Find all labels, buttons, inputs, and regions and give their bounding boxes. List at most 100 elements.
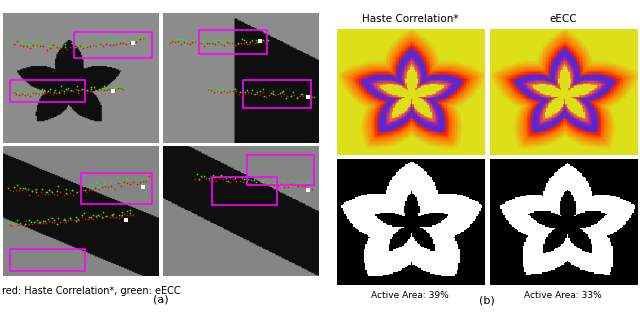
Point xyxy=(259,181,269,186)
Text: (a): (a) xyxy=(153,295,168,305)
Point xyxy=(300,184,310,189)
Point xyxy=(106,184,116,189)
Point xyxy=(100,85,111,90)
Point xyxy=(91,180,101,185)
Point xyxy=(88,84,99,90)
Text: red: Haste Correlation*, green: eECC: red: Haste Correlation*, green: eECC xyxy=(2,286,180,296)
Point xyxy=(228,177,238,182)
Point xyxy=(60,217,70,223)
Point xyxy=(7,219,17,224)
Point xyxy=(93,187,104,192)
Point xyxy=(118,87,129,92)
Point xyxy=(12,91,22,96)
Point xyxy=(27,221,37,226)
Point xyxy=(218,40,228,45)
Point xyxy=(44,43,54,48)
Point xyxy=(119,212,129,217)
Point xyxy=(268,91,278,96)
Point xyxy=(72,84,83,89)
Point xyxy=(236,41,246,46)
Point xyxy=(216,40,227,45)
Point xyxy=(116,213,127,218)
Point xyxy=(225,41,235,46)
Point xyxy=(226,87,236,92)
Point xyxy=(58,43,68,48)
Point xyxy=(46,189,56,194)
Point xyxy=(7,224,17,229)
Point xyxy=(105,214,115,220)
Point xyxy=(122,180,132,185)
Point xyxy=(51,40,61,45)
Point xyxy=(303,182,314,187)
Text: Active Area: 39%: Active Area: 39% xyxy=(371,291,449,300)
Point xyxy=(109,85,120,90)
Point xyxy=(104,84,115,90)
Point xyxy=(61,186,72,191)
Point xyxy=(211,88,221,93)
Point xyxy=(81,87,92,92)
Point xyxy=(55,189,65,194)
Point xyxy=(8,89,19,94)
Point xyxy=(138,34,148,39)
Point xyxy=(199,38,209,43)
Point xyxy=(40,192,50,197)
Point xyxy=(88,212,99,217)
Point xyxy=(237,90,247,95)
Text: eECC: eECC xyxy=(550,14,577,24)
Point xyxy=(214,174,225,179)
Point xyxy=(76,86,86,91)
Point xyxy=(8,184,19,189)
Point xyxy=(65,88,76,93)
Point xyxy=(54,89,64,94)
Point xyxy=(78,43,88,49)
Point xyxy=(253,40,263,45)
Point xyxy=(232,178,242,183)
Point xyxy=(87,182,97,187)
Point xyxy=(8,188,18,193)
Point xyxy=(65,89,75,94)
Point xyxy=(219,42,229,47)
Point xyxy=(115,37,125,42)
Point xyxy=(122,209,132,214)
Point xyxy=(225,179,235,185)
Point xyxy=(237,175,247,181)
Point xyxy=(226,40,236,45)
Point xyxy=(70,215,81,220)
Point xyxy=(256,39,266,44)
Point xyxy=(204,87,214,92)
Point xyxy=(29,219,40,224)
Point xyxy=(277,177,287,183)
Point xyxy=(301,92,311,97)
Point xyxy=(76,88,86,93)
Point xyxy=(4,187,15,193)
Point xyxy=(11,187,21,193)
Point xyxy=(34,91,44,96)
Point xyxy=(52,192,63,197)
Point xyxy=(31,90,41,95)
Point xyxy=(289,93,299,98)
Point xyxy=(54,90,64,95)
Point xyxy=(41,189,51,194)
Point xyxy=(246,90,256,95)
Point xyxy=(40,90,50,95)
Point xyxy=(233,41,243,46)
Point xyxy=(239,37,249,43)
Point xyxy=(131,39,141,44)
Point xyxy=(190,176,200,182)
Point xyxy=(101,42,111,47)
Point xyxy=(35,44,45,49)
Point xyxy=(38,43,49,49)
Point xyxy=(193,176,204,181)
Point xyxy=(225,175,235,180)
Point xyxy=(296,91,307,97)
Point xyxy=(202,41,212,46)
Point xyxy=(61,47,72,52)
Point xyxy=(62,87,72,92)
Point xyxy=(45,86,56,91)
Point xyxy=(244,41,255,46)
Point xyxy=(189,36,200,41)
Point xyxy=(245,181,255,186)
Point xyxy=(24,218,35,223)
Point xyxy=(55,45,65,51)
Point xyxy=(20,92,30,98)
